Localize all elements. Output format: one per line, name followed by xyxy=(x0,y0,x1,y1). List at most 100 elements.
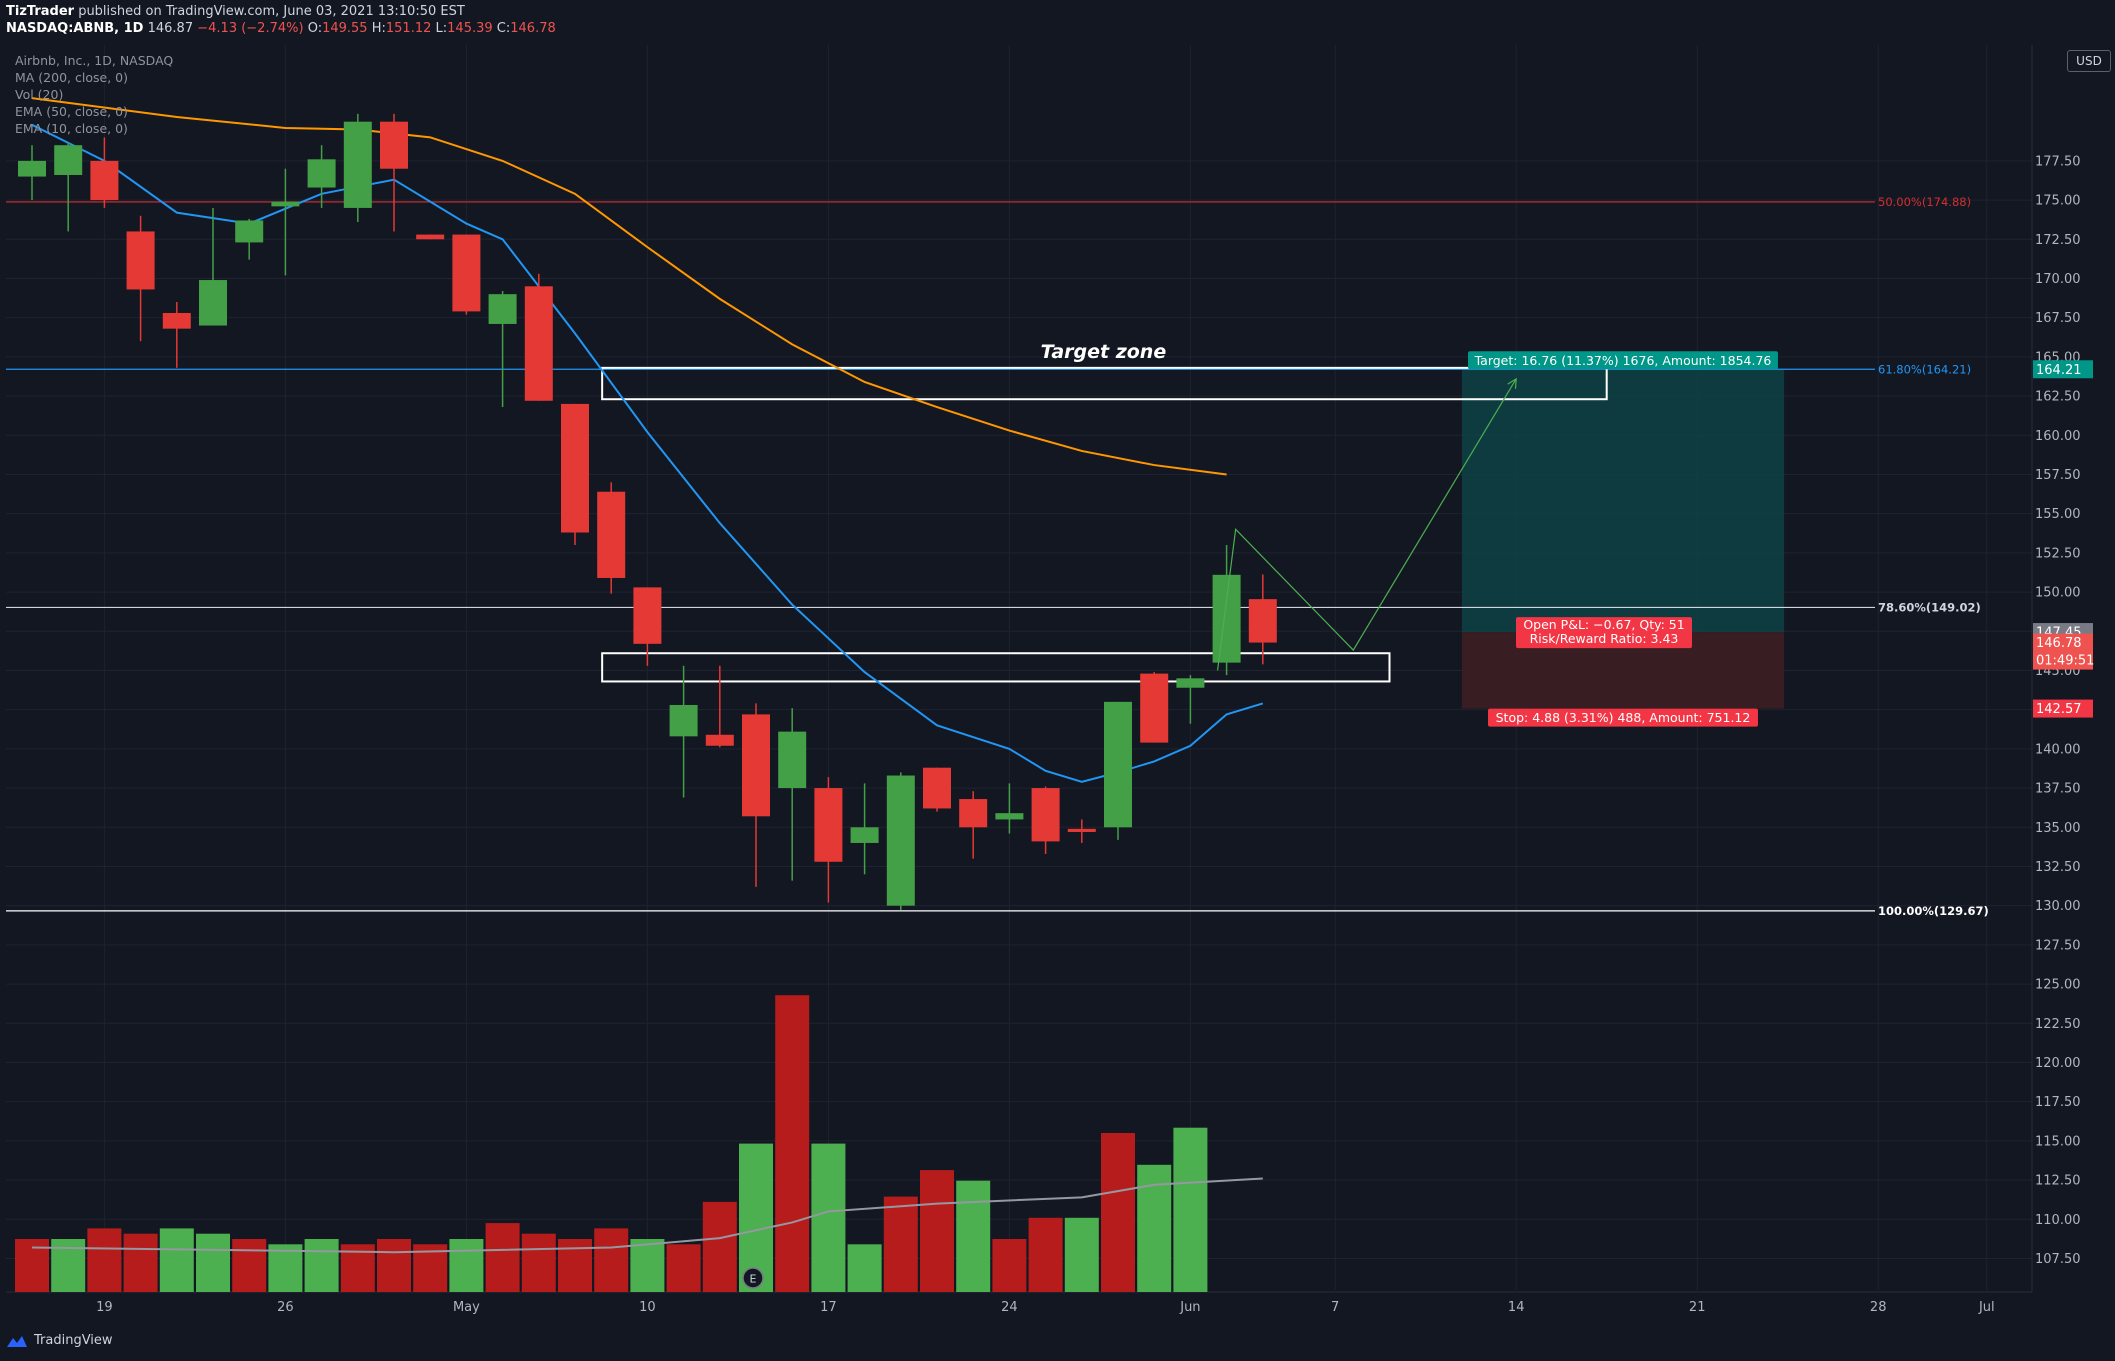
fib-level-label: 50.00%(174.88) xyxy=(1878,195,1971,209)
price-tag-bg xyxy=(2033,633,2093,670)
price-tick-label: 120.00 xyxy=(2035,1056,2081,1071)
publisher-name[interactable]: TizTrader xyxy=(6,4,75,19)
candle-body xyxy=(850,827,879,843)
candle-body xyxy=(18,160,46,177)
price-tick-label: 115.00 xyxy=(2035,1134,2081,1149)
target-label: Target: 16.76 (11.37%) 1676, Amount: 185… xyxy=(1474,353,1772,368)
tradingview-logo-icon xyxy=(7,1335,27,1347)
target-area xyxy=(1461,369,1785,633)
earnings-marker-label: E xyxy=(750,1273,757,1286)
legend-title[interactable]: Airbnb, Inc., 1D, NASDAQ xyxy=(15,53,174,68)
stop-label: Stop: 4.88 (3.31%) 488, Amount: 751.12 xyxy=(1496,710,1751,725)
price-tag-label: 142.57 xyxy=(2036,702,2082,717)
time-tick-label: Jul xyxy=(1978,1300,1995,1315)
time-tick-label: 26 xyxy=(277,1300,294,1315)
volume-bar xyxy=(232,1239,267,1292)
candle-body xyxy=(923,767,951,809)
time-tick-label: 10 xyxy=(639,1300,656,1315)
fib-level-label: 78.60%(149.02) xyxy=(1878,600,1981,614)
candle-body xyxy=(452,234,481,312)
price-tick-label: 155.00 xyxy=(2035,507,2081,522)
low-label: L: xyxy=(435,21,448,36)
price-tick-label: 175.00 xyxy=(2035,194,2081,209)
ema50-line xyxy=(31,97,1227,476)
publish-info: published on TradingView.com, June 03, 2… xyxy=(78,4,465,19)
low-value: 145.39 xyxy=(447,21,493,36)
projection-path xyxy=(1216,378,1517,671)
volume-bar xyxy=(1064,1217,1099,1292)
price-tick-label: 172.50 xyxy=(2035,233,2081,248)
candle-body xyxy=(597,491,626,578)
candle-body xyxy=(778,731,807,789)
candle-body xyxy=(561,403,589,533)
target-zone-box xyxy=(601,366,1608,401)
price-tick-label: 162.50 xyxy=(2035,390,2081,405)
fib-level-label: 61.80%(164.21) xyxy=(1878,362,1971,376)
candle-body xyxy=(1248,599,1277,643)
legend-vol[interactable]: Vol (20) xyxy=(15,87,64,102)
price-tick-label: 167.50 xyxy=(2035,311,2081,326)
candle-body xyxy=(199,280,227,326)
price-tick-label: 107.50 xyxy=(2035,1252,2081,1267)
change-value: −4.13 (−2.74%) xyxy=(197,21,304,36)
candle-body xyxy=(271,201,300,207)
candle-body xyxy=(1212,574,1241,663)
candle-body xyxy=(162,312,191,329)
candle-body xyxy=(1140,673,1169,743)
legend-ema10[interactable]: EMA (10, close, 0) xyxy=(15,121,128,136)
volume-bar xyxy=(666,1244,701,1292)
candle-body xyxy=(54,145,83,175)
price-tick-label: 152.50 xyxy=(2035,546,2081,561)
candle-body xyxy=(705,734,734,746)
volume-bar xyxy=(449,1239,484,1292)
price-tick-label: 127.50 xyxy=(2035,938,2081,953)
open-value: 149.55 xyxy=(322,21,368,36)
currency-button[interactable]: USD xyxy=(2067,50,2111,72)
pnl-label: Open P&L: −0.67, Qty: 51 xyxy=(1523,617,1684,632)
volume-bar xyxy=(920,1170,954,1292)
volume-bar xyxy=(847,1244,882,1292)
target-label-bg xyxy=(1467,351,1778,370)
time-tick-label: 28 xyxy=(1870,1300,1887,1315)
price-tick-label: 122.50 xyxy=(2035,1017,2081,1032)
target-zone-label: Target zone xyxy=(1041,341,1167,363)
candle-body xyxy=(380,121,408,169)
price-tag-countdown: 01:49:51 xyxy=(2036,654,2094,669)
candle-body xyxy=(814,788,843,862)
price-tick-label: 117.50 xyxy=(2035,1095,2081,1110)
volume-bar xyxy=(594,1228,629,1292)
time-tick-label: Jun xyxy=(1179,1300,1200,1315)
projection-arrow-head xyxy=(1507,377,1517,389)
volume-bar xyxy=(702,1201,737,1292)
risk-reward-label: Risk/Reward Ratio: 3.43 xyxy=(1530,631,1679,646)
indicator-legend: Airbnb, Inc., 1D, NASDAQ MA (200, close,… xyxy=(15,52,173,137)
high-label: H: xyxy=(371,21,386,36)
price-tag-label: 146.78 xyxy=(2036,636,2082,651)
candle-body xyxy=(633,587,662,644)
candle-body xyxy=(524,286,553,401)
volume-bar xyxy=(883,1196,918,1292)
volume-bar xyxy=(558,1239,592,1292)
time-tick-label: 19 xyxy=(96,1300,113,1315)
symbol-label: NASDAQ:ABNB, 1D xyxy=(6,21,144,36)
volume-bar xyxy=(775,995,810,1292)
legend-ema50[interactable]: EMA (50, close, 0) xyxy=(15,104,128,119)
candle-body xyxy=(886,775,915,906)
price-tick-label: 150.00 xyxy=(2035,586,2081,601)
footer-brand[interactable]: TradingView xyxy=(6,1333,113,1348)
candle-body xyxy=(90,160,119,201)
price-tick-label: 170.00 xyxy=(2035,272,2081,287)
candle-body xyxy=(669,704,698,737)
publish-line: TizTrader published on TradingView.com, … xyxy=(6,3,556,20)
volume-bar xyxy=(123,1233,158,1292)
price-tick-label: 132.50 xyxy=(2035,860,2081,875)
legend-ma[interactable]: MA (200, close, 0) xyxy=(15,70,128,85)
close-value: 146.78 xyxy=(510,21,556,36)
price-tag-label: 164.21 xyxy=(2036,363,2082,378)
price-tick-label: 130.00 xyxy=(2035,899,2081,914)
volume-bar xyxy=(956,1180,991,1292)
price-tag-bg xyxy=(2033,360,2093,379)
stop-label-bg xyxy=(1487,708,1758,727)
volume-bar xyxy=(1028,1217,1063,1292)
